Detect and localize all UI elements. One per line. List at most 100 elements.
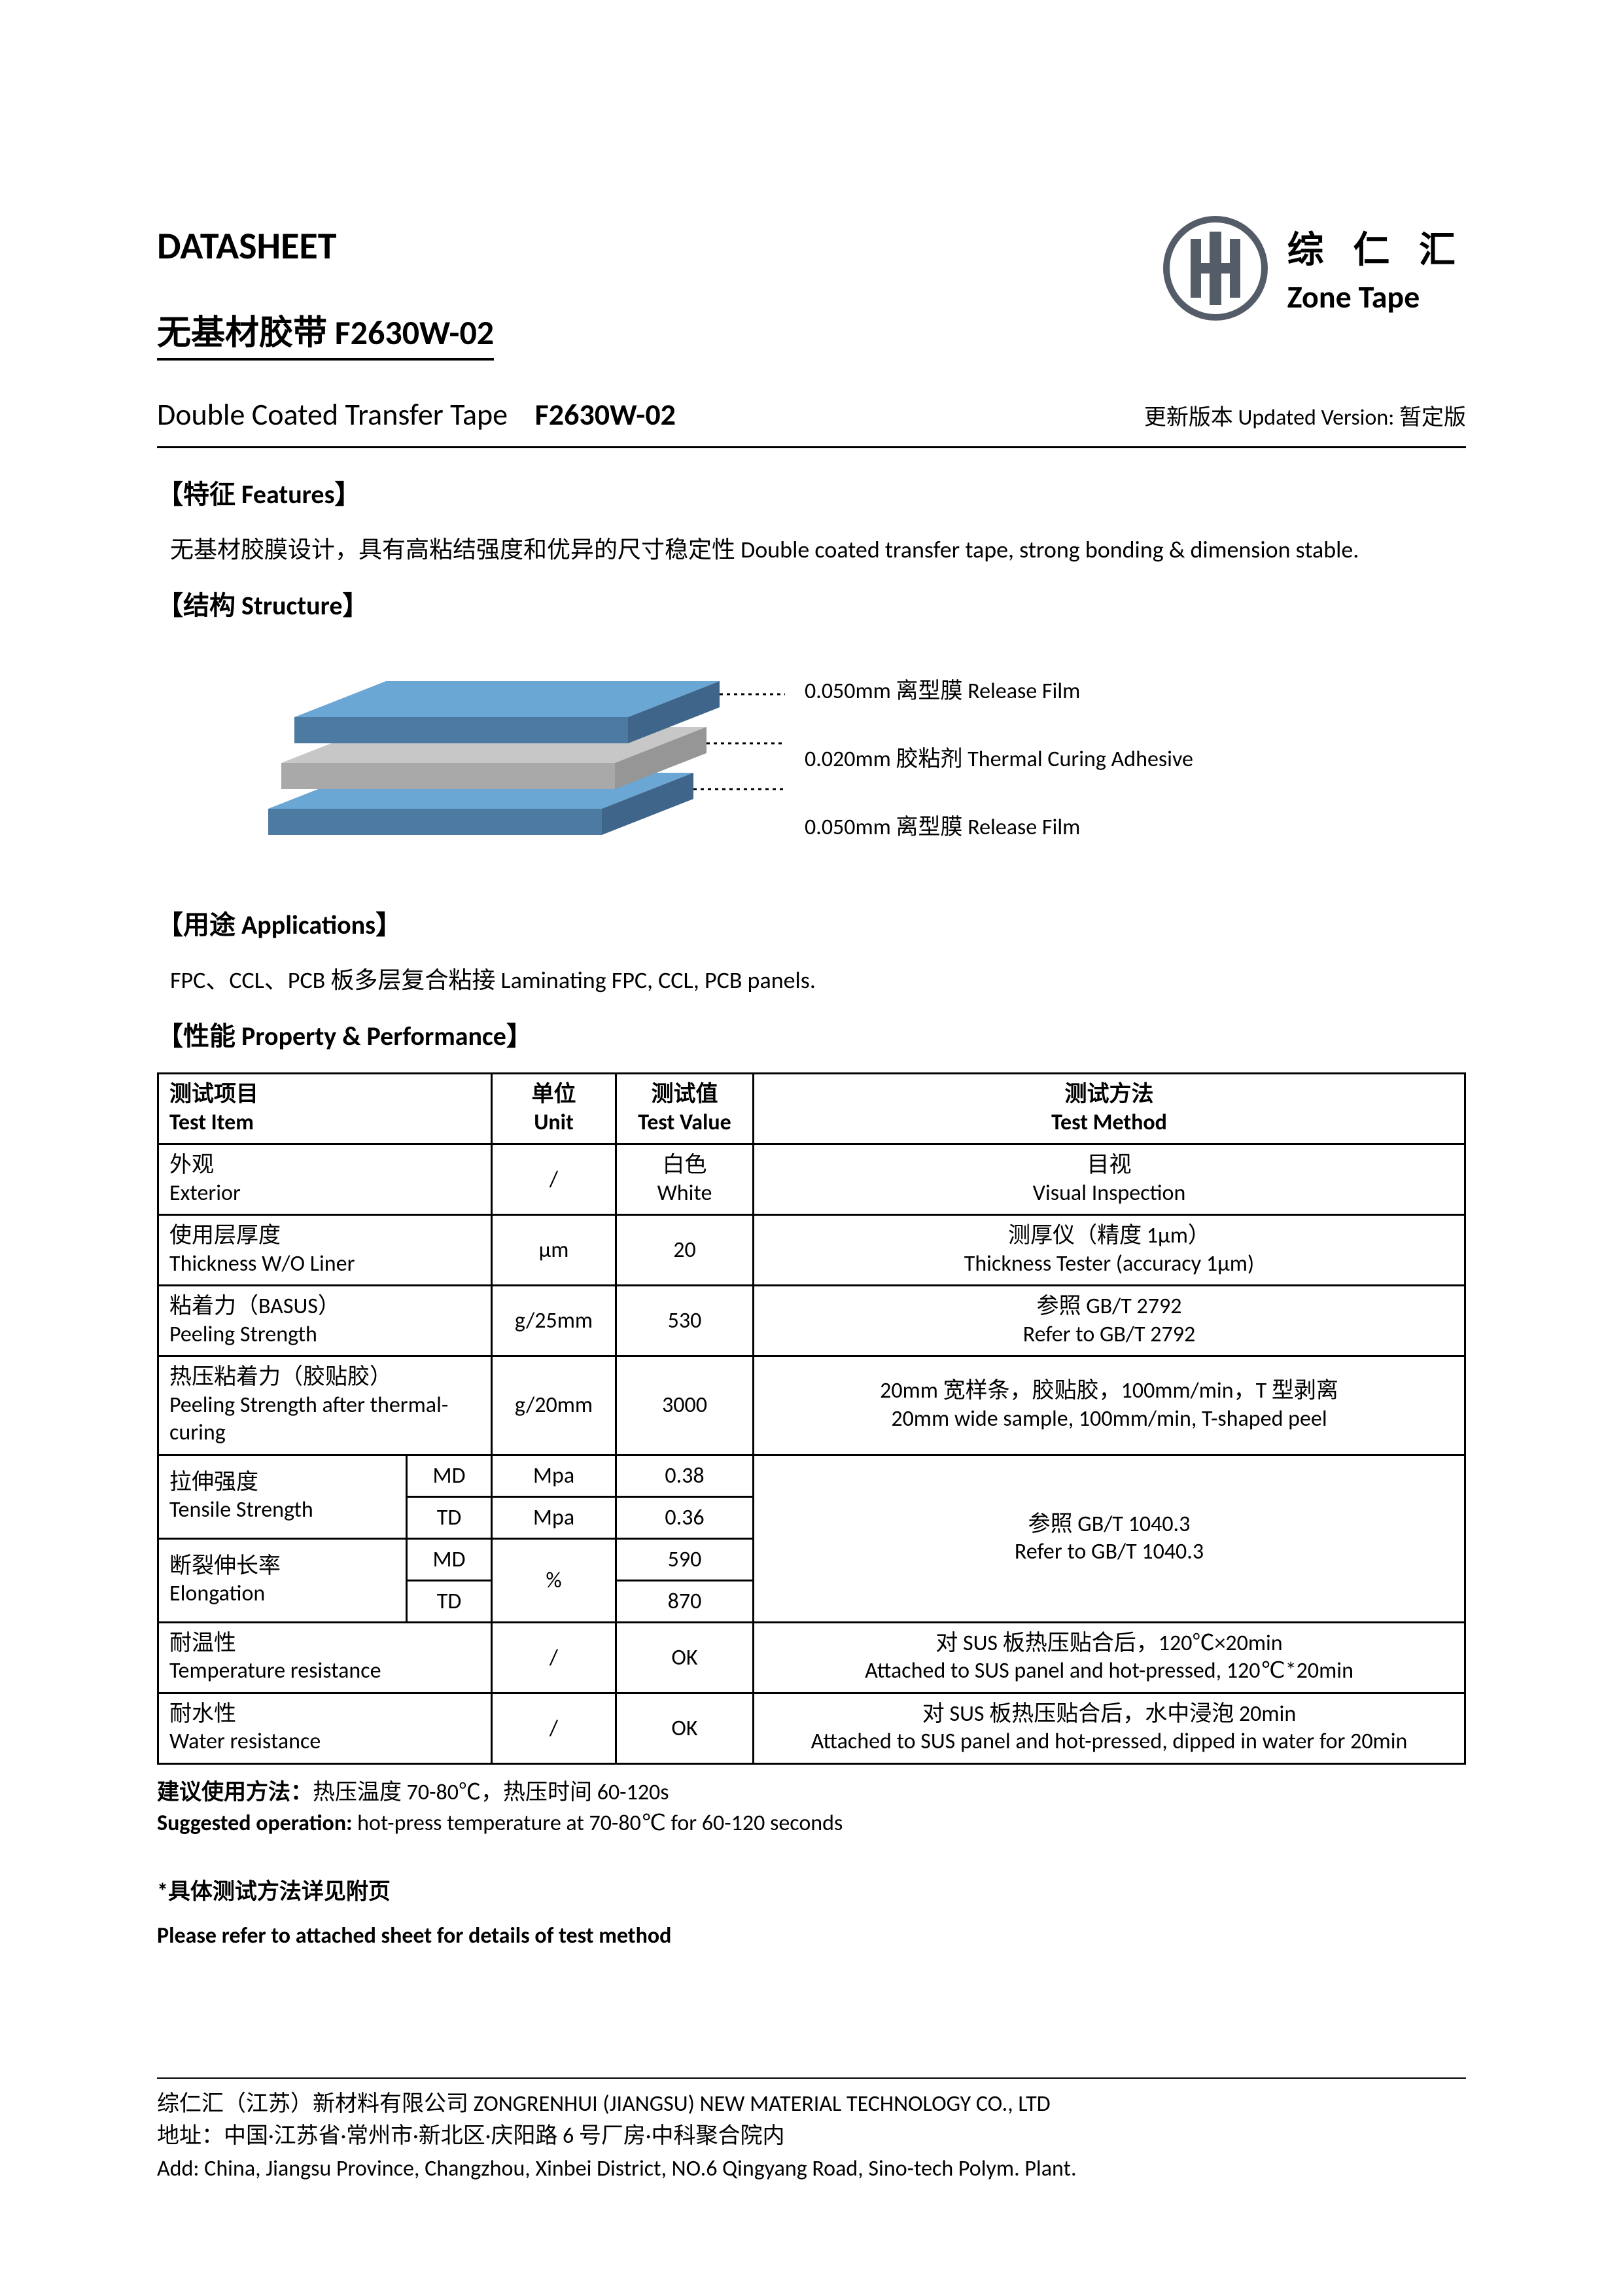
subtitle-row: Double Coated Transfer Tape F2630W-02 更新… — [157, 397, 1466, 448]
cell-text: 热压粘着力（胶贴胶） — [169, 1364, 480, 1392]
cell-text: Visual Inspection — [1033, 1180, 1186, 1208]
cell-text: Exterior — [169, 1180, 480, 1208]
property-table: 测试项目 Test Item 单位 Unit 测试值 Test Value 测试… — [157, 1072, 1466, 1765]
td-value: 870 — [616, 1580, 754, 1622]
cell-text: 白色 — [663, 1152, 707, 1180]
td-value: OK — [616, 1622, 754, 1693]
th-unit-cn: 单位 — [532, 1081, 576, 1109]
table-row: 粘着力（BASUS） Peeling Strength g/25mm 530 参… — [158, 1286, 1465, 1356]
section-features-h: 【特征 Features】 — [157, 473, 1466, 511]
td-item: 断裂伸长率 Elongation — [158, 1538, 407, 1622]
cell-text: 耐温性 — [169, 1630, 480, 1658]
td-method: 20mm 宽样条，胶贴胶，100mm/min，T 型剥离 20mm wide s… — [754, 1356, 1465, 1455]
cell-text: Peeling Strength after thermal-curing — [169, 1392, 480, 1447]
product-name-en: Double Coated Transfer Tape — [157, 397, 508, 433]
structure-labels: 0.050mm 离型膜 Release Film 0.020mm 胶粘剂 The… — [805, 666, 1193, 841]
brand-logo-block: 综 仁 汇 Zone Tape — [1163, 216, 1466, 321]
th-method: 测试方法 Test Method — [754, 1074, 1465, 1144]
cell-text: 拉伸强度 — [169, 1469, 395, 1497]
version-text: 更新版本 Updated Version: 暂定版 — [1144, 399, 1466, 431]
suggest-cn-label: 建议使用方法： — [157, 1779, 313, 1806]
td-item: 耐水性 Water resistance — [158, 1693, 492, 1763]
section-property-h: 【性能 Property & Performance】 — [157, 1015, 1466, 1053]
structure-svg — [249, 642, 785, 864]
cell-text: 测厚仪（精度 1μm） — [1008, 1222, 1210, 1250]
td-dir: MD — [407, 1538, 492, 1580]
td-method: 对 SUS 板热压贴合后，水中浸泡 20min Attached to SUS … — [754, 1693, 1465, 1763]
td-unit: Mpa — [492, 1496, 616, 1538]
cell-text: 20mm 宽样条，胶贴胶，100mm/min，T 型剥离 — [880, 1377, 1338, 1405]
cell-text: 粘着力（BASUS） — [169, 1293, 480, 1321]
detail-en: Please refer to attached sheet for detai… — [157, 1922, 1466, 1949]
header-row: DATASHEET 无基材胶带 F2630W-02 综 仁 汇 Zone Tap… — [157, 222, 1466, 397]
cell-text: Refer to GB/T 2792 — [1023, 1321, 1195, 1349]
brand-logo-icon — [1163, 216, 1268, 321]
td-method: 目视 Visual Inspection — [754, 1144, 1465, 1215]
cell-text: Elongation — [169, 1580, 395, 1608]
td-item: 使用层厚度 Thickness W/O Liner — [158, 1215, 492, 1286]
cell-text: Tensile Strength — [169, 1496, 395, 1525]
cell-text: Refer to GB/T 1040.3 — [1015, 1538, 1204, 1566]
cell-text: Thickness W/O Liner — [169, 1250, 480, 1279]
cell-text: 参照 GB/T 1040.3 — [1028, 1511, 1191, 1539]
header-left: DATASHEET 无基材胶带 F2630W-02 — [157, 222, 494, 397]
td-unit: / — [492, 1693, 616, 1763]
cell-text: 断裂伸长率 — [169, 1553, 395, 1581]
features-body: 无基材胶膜设计，具有高粘结强度和优异的尺寸稳定性 Double coated t… — [157, 531, 1466, 565]
suggest-cn: 建议使用方法：热压温度 70-80℃，热压时间 60-120s — [157, 1774, 1466, 1806]
cell-text: 对 SUS 板热压贴合后，120℃×20min — [935, 1630, 1282, 1658]
td-value: 530 — [616, 1286, 754, 1356]
td-item: 粘着力（BASUS） Peeling Strength — [158, 1286, 492, 1356]
td-value: 20 — [616, 1215, 754, 1286]
footer-line1: 综仁汇（江苏）新材料有限公司 ZONGRENHUI (JIANGSU) NEW … — [157, 2088, 1466, 2120]
product-name-en-row: Double Coated Transfer Tape F2630W-02 — [157, 397, 676, 433]
footer: 综仁汇（江苏）新材料有限公司 ZONGRENHUI (JIANGSU) NEW … — [157, 2077, 1466, 2185]
table-row: 耐水性 Water resistance / OK 对 SUS 板热压贴合后，水… — [158, 1693, 1465, 1763]
table-row: 热压粘着力（胶贴胶） Peeling Strength after therma… — [158, 1356, 1465, 1455]
table-row: 拉伸强度 Tensile Strength MD Mpa 0.38 参照 GB/… — [158, 1455, 1465, 1496]
applications-body: FPC、CCL、PCB 板多层复合粘接 Laminating FPC, CCL,… — [157, 961, 1466, 995]
td-method: 参照 GB/T 2792 Refer to GB/T 2792 — [754, 1286, 1465, 1356]
suggest-en: Suggested operation: hot-press temperatu… — [157, 1810, 1466, 1837]
td-dir: MD — [407, 1455, 492, 1496]
cell-text: Attached to SUS panel and hot-pressed, d… — [811, 1728, 1408, 1756]
cell-text: White — [657, 1180, 712, 1208]
td-unit: / — [492, 1622, 616, 1693]
th-value-cn: 测试值 — [652, 1081, 718, 1109]
th-item: 测试项目 Test Item — [158, 1074, 492, 1144]
cell-text: 目视 — [1087, 1152, 1132, 1180]
table-row: 使用层厚度 Thickness W/O Liner μm 20 测厚仪（精度 1… — [158, 1215, 1465, 1286]
structure-diagram: 0.050mm 离型膜 Release Film 0.020mm 胶粘剂 The… — [157, 642, 1466, 864]
td-value: 590 — [616, 1538, 754, 1580]
td-value: 0.36 — [616, 1496, 754, 1538]
td-item: 热压粘着力（胶贴胶） Peeling Strength after therma… — [158, 1356, 492, 1455]
footer-line2: 地址：中国·江苏省·常州市·新北区·庆阳路 6 号厂房·中科聚合院内 — [157, 2120, 1466, 2152]
structure-label-2: 0.050mm 离型膜 Release Film — [805, 809, 1193, 841]
product-name-cn: 无基材胶带 F2630W-02 — [157, 305, 494, 361]
cell-text: Thickness Tester (accuracy 1μm) — [964, 1250, 1255, 1279]
detail-cn: *具体测试方法详见附页 — [157, 1873, 1466, 1905]
datasheet-title: DATASHEET — [157, 222, 494, 269]
td-unit: g/25mm — [492, 1286, 616, 1356]
th-method-en: Test Method — [1051, 1109, 1167, 1137]
th-unit-en: Unit — [534, 1109, 574, 1137]
footer-line3: Add: China, Jiangsu Province, Changzhou,… — [157, 2153, 1466, 2185]
td-method: 参照 GB/T 1040.3 Refer to GB/T 1040.3 — [754, 1455, 1465, 1622]
cell-text: Attached to SUS panel and hot-pressed, 1… — [865, 1657, 1353, 1686]
td-item: 耐温性 Temperature resistance — [158, 1622, 492, 1693]
brand-en: Zone Tape — [1287, 277, 1466, 316]
td-item: 外观 Exterior — [158, 1144, 492, 1215]
td-value: 白色 White — [616, 1144, 754, 1215]
th-item-en: Test Item — [169, 1109, 480, 1137]
td-value: 0.38 — [616, 1455, 754, 1496]
cell-text: Water resistance — [169, 1728, 480, 1756]
td-method: 对 SUS 板热压贴合后，120℃×20min Attached to SUS … — [754, 1622, 1465, 1693]
structure-label-1: 0.020mm 胶粘剂 Thermal Curing Adhesive — [805, 741, 1193, 773]
cell-text: Temperature resistance — [169, 1657, 480, 1686]
product-model: F2630W-02 — [535, 397, 676, 433]
brand-cn: 综 仁 汇 — [1287, 221, 1466, 274]
suggest-en-label: Suggested operation: — [157, 1810, 357, 1837]
td-value: 3000 — [616, 1356, 754, 1455]
cell-text: Peeling Strength — [169, 1321, 480, 1349]
table-row: 耐温性 Temperature resistance / OK 对 SUS 板热… — [158, 1622, 1465, 1693]
